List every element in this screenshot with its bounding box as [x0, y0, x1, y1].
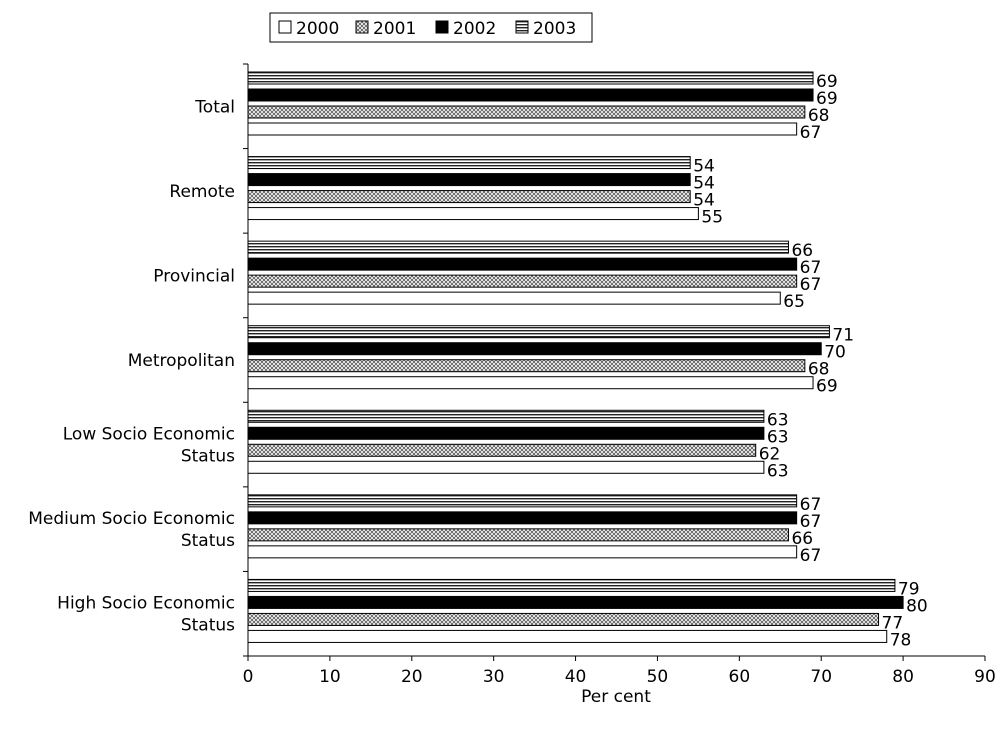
- bar-2000: [247, 545, 798, 559]
- data-label-2003: 66: [791, 241, 813, 261]
- bar-2001: [247, 274, 798, 288]
- category-label: Total: [194, 97, 235, 117]
- category-label: Medium Socio Economic Status: [28, 509, 235, 551]
- bar-2001: [247, 528, 789, 542]
- data-label-2000: 69: [816, 377, 838, 397]
- x-tick-label: 70: [810, 667, 832, 687]
- category-label: Low Socio Economic Status: [63, 425, 235, 467]
- bar-2002: [247, 426, 765, 440]
- data-label-2003: 63: [767, 410, 789, 430]
- bar-2000: [247, 629, 888, 643]
- data-label-2001: 62: [759, 444, 781, 464]
- data-label-2001: 68: [808, 106, 830, 126]
- data-label-2001: 68: [808, 360, 830, 380]
- data-label-2003: 54: [693, 157, 715, 177]
- data-label-2000: 78: [890, 630, 912, 650]
- data-label-2000: 65: [783, 292, 805, 312]
- bar-2003: [247, 71, 814, 85]
- data-label-2002: 69: [816, 89, 838, 109]
- x-tick-label: 30: [483, 667, 505, 687]
- bar-2001: [247, 105, 806, 119]
- x-tick-label: 0: [243, 667, 254, 687]
- legend-swatch-2000: [278, 20, 292, 34]
- data-label-2002: 54: [693, 174, 715, 194]
- data-label-2001: 67: [800, 275, 822, 295]
- category-label: Remote: [169, 182, 235, 202]
- bar-2000: [247, 291, 781, 305]
- legend-swatch-2003: [515, 20, 529, 34]
- bar-2002: [247, 257, 798, 271]
- legend-swatch-2001: [355, 20, 369, 34]
- bar-2000: [247, 207, 699, 221]
- bar-2003: [247, 240, 789, 254]
- bar-2002: [247, 88, 814, 102]
- bar-2000: [247, 122, 798, 136]
- bar-2003: [247, 578, 896, 592]
- bar-2001: [247, 612, 880, 626]
- bar-2002: [247, 595, 904, 609]
- bar-2002: [247, 511, 798, 525]
- bar-2000: [247, 460, 765, 474]
- data-label-2000: 67: [800, 546, 822, 566]
- bar-2002: [247, 342, 822, 356]
- x-tick-label: 60: [729, 667, 751, 687]
- x-tick-label: 50: [647, 667, 669, 687]
- x-tick-label: 80: [892, 667, 914, 687]
- bar-2001: [247, 443, 757, 457]
- legend: 2000 2001 2002 2003: [269, 12, 593, 43]
- data-label-2001: 54: [693, 191, 715, 211]
- bar-2000: [247, 376, 814, 390]
- x-axis-title: Per cent: [581, 687, 651, 707]
- data-label-2003: 67: [800, 495, 822, 515]
- category-label: High Socio Economic Status: [57, 594, 235, 636]
- bar-2003: [247, 325, 830, 339]
- category-label: Provincial: [153, 266, 235, 286]
- data-label-2000: 63: [767, 461, 789, 481]
- data-label-2001: 77: [882, 613, 904, 633]
- x-tick-label: 40: [565, 667, 587, 687]
- x-tick-label: 20: [401, 667, 423, 687]
- data-label-2000: 67: [800, 123, 822, 143]
- legend-label-2001: 2001: [373, 19, 416, 39]
- legend-frame: [269, 12, 593, 43]
- x-tick-label: 10: [319, 667, 341, 687]
- bar-2001: [247, 359, 806, 373]
- data-label-2002: 63: [767, 427, 789, 447]
- bar-2001: [247, 190, 691, 204]
- bar-2002: [247, 173, 691, 187]
- legend-label-2003: 2003: [533, 19, 576, 39]
- data-label-2003: 71: [832, 326, 854, 346]
- data-label-2001: 66: [791, 529, 813, 549]
- legend-label-2000: 2000: [296, 19, 339, 39]
- bars: 6969686754545455666767657170686963636263…: [247, 71, 928, 650]
- bar-2003: [247, 494, 798, 508]
- data-label-2002: 80: [906, 596, 928, 616]
- category-label: Metropolitan: [128, 351, 235, 371]
- data-label-2003: 79: [898, 579, 920, 599]
- data-label-2002: 67: [800, 512, 822, 532]
- legend-label-2002: 2002: [453, 19, 496, 39]
- x-tick-label: 90: [974, 667, 996, 687]
- bar-2003: [247, 156, 691, 170]
- legend-swatch-2002: [435, 20, 449, 34]
- data-label-2002: 70: [824, 343, 846, 363]
- data-label-2002: 67: [800, 258, 822, 278]
- data-label-2003: 69: [816, 72, 838, 92]
- data-label-2000: 55: [701, 208, 723, 228]
- bar-2003: [247, 409, 765, 423]
